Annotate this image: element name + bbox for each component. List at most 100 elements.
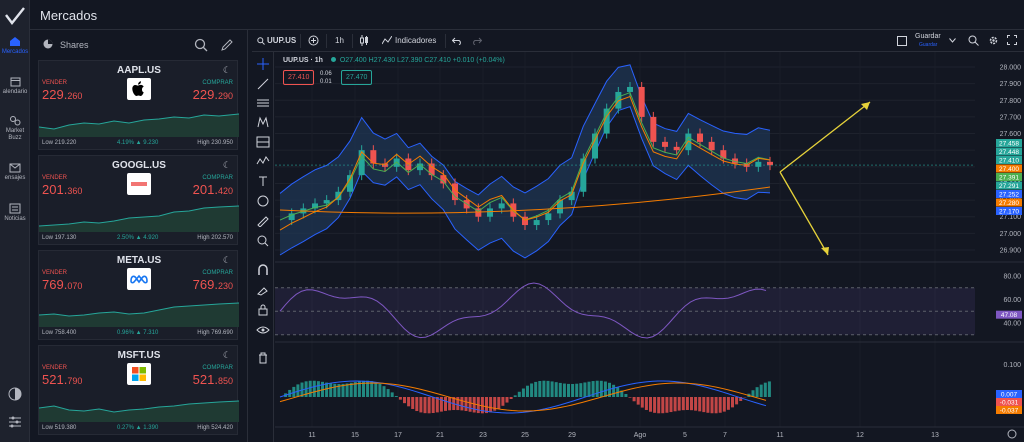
rail-item-mercados[interactable]: Mercados bbox=[0, 36, 30, 56]
macd-histogram-bar bbox=[308, 380, 312, 397]
interval-selector[interactable]: 1h bbox=[335, 36, 344, 45]
time-axis-label: 15 bbox=[351, 432, 359, 439]
buy-button[interactable]: 201.420 bbox=[192, 182, 233, 197]
undo-icon[interactable] bbox=[452, 37, 462, 45]
save-button[interactable]: Guardar bbox=[915, 33, 941, 40]
add-compare-icon[interactable] bbox=[308, 35, 319, 46]
sell-label: VENDER bbox=[42, 80, 68, 86]
edit-icon[interactable] bbox=[220, 38, 234, 52]
candle-body bbox=[603, 108, 610, 134]
trash-icon[interactable] bbox=[256, 352, 270, 364]
chevron-down-icon[interactable] bbox=[949, 38, 956, 43]
time-axis-label: 29 bbox=[568, 432, 576, 439]
instrument-card[interactable]: AAPL.US ☾ VENDER COMPRAR 229.260 229.290 Low 2… bbox=[38, 60, 239, 150]
price-badge-text: 27.252 bbox=[999, 192, 1019, 199]
indicators-icon[interactable] bbox=[382, 36, 392, 45]
horizontal-lines-icon[interactable] bbox=[256, 97, 270, 109]
pattern-icon[interactable] bbox=[256, 155, 270, 167]
macd-histogram-bar bbox=[464, 397, 468, 412]
low-value: Low 197.130 bbox=[42, 235, 77, 241]
sell-button[interactable]: 521.790 bbox=[42, 372, 83, 387]
candle-body bbox=[533, 220, 540, 226]
rsi-axis-label: 80.00 bbox=[1003, 274, 1021, 281]
rail-item-calendario[interactable]: alendario bbox=[0, 76, 30, 96]
search-icon[interactable] bbox=[194, 38, 208, 52]
time-axis-label: 25 bbox=[521, 432, 529, 439]
price-axis-label: 27.000 bbox=[1000, 231, 1022, 238]
rail-item-market-buzz[interactable]: Market Buzz bbox=[0, 115, 30, 142]
symbol-selector[interactable]: UUP.US bbox=[267, 36, 297, 45]
macd-histogram-bar bbox=[374, 382, 378, 397]
zoom-in-icon[interactable] bbox=[256, 235, 270, 247]
instrument-card[interactable]: GOOGL.US ☾ VENDER COMPRAR 201.360 201.420 Low … bbox=[38, 155, 239, 245]
candle-type-icon[interactable] bbox=[359, 35, 369, 46]
macd-histogram-bar bbox=[386, 389, 390, 397]
instrument-card[interactable]: MSFT.US ☾ VENDER COMPRAR 521.790 521.850 Low 5… bbox=[38, 345, 239, 435]
instrument-card[interactable]: META.US ☾ VENDER COMPRAR 769.070 769.230 Low 7… bbox=[38, 250, 239, 340]
macd-histogram-bar bbox=[571, 383, 575, 397]
buy-label: COMPRAR bbox=[202, 270, 233, 276]
sell-price-box[interactable]: 27.410 bbox=[283, 70, 315, 85]
settings-sliders-icon[interactable] bbox=[5, 414, 25, 430]
macd-histogram-bar bbox=[579, 383, 583, 397]
buy-button[interactable]: 229.290 bbox=[192, 87, 233, 102]
macd-signal-line bbox=[279, 382, 767, 412]
macd-histogram-bar bbox=[612, 384, 616, 397]
sell-button[interactable]: 769.070 bbox=[42, 277, 83, 292]
macd-histogram-bar bbox=[587, 381, 591, 397]
macd-histogram-bar bbox=[562, 383, 566, 397]
sell-button[interactable]: 229.260 bbox=[42, 87, 83, 102]
trend-line-icon[interactable] bbox=[256, 78, 270, 90]
sell-button[interactable]: 201.360 bbox=[42, 182, 83, 197]
macd-histogram-bar bbox=[759, 384, 763, 397]
buy-button[interactable]: 769.230 bbox=[192, 277, 233, 292]
macd-histogram-bar bbox=[480, 397, 484, 414]
macd-histogram-bar bbox=[419, 397, 423, 413]
candle-body bbox=[697, 133, 703, 142]
crosshair-icon[interactable] bbox=[256, 58, 270, 70]
price-chart[interactable]: 28.00027.90027.80027.70027.60027.50027.4… bbox=[275, 52, 1024, 442]
macd-histogram-bar bbox=[403, 397, 406, 404]
ma-slow bbox=[279, 95, 771, 231]
pitchfork-icon[interactable] bbox=[256, 116, 270, 128]
time-axis-label: 11 bbox=[776, 432, 783, 439]
chart-canvas[interactable]: 28.00027.90027.80027.70027.60027.50027.4… bbox=[275, 52, 1024, 442]
gear-icon[interactable] bbox=[988, 35, 999, 46]
page-title: Mercados bbox=[40, 8, 98, 23]
rail-item-mensajes[interactable]: ensajes bbox=[0, 163, 30, 182]
redo-icon[interactable] bbox=[472, 37, 482, 45]
macd-histogram-bar bbox=[583, 382, 587, 397]
candle-body bbox=[288, 213, 295, 221]
layout-icon[interactable] bbox=[897, 36, 907, 46]
high-value: High 769.690 bbox=[197, 330, 233, 336]
macd-histogram-bar bbox=[407, 397, 411, 407]
quick-search-icon[interactable] bbox=[968, 35, 979, 46]
magnet-icon[interactable] bbox=[256, 264, 270, 276]
emoji-icon[interactable] bbox=[256, 195, 270, 207]
lock-icon[interactable] bbox=[256, 304, 270, 316]
macd-histogram-bar bbox=[517, 391, 521, 397]
lock-drawings-icon[interactable] bbox=[256, 284, 270, 296]
macd-histogram-bar bbox=[718, 397, 722, 413]
price-badge-text: 27.391 bbox=[999, 175, 1019, 182]
rail-item-noticias[interactable]: Noticias bbox=[0, 203, 30, 223]
theme-toggle-icon[interactable] bbox=[5, 386, 25, 402]
market-open-dot bbox=[330, 57, 336, 62]
macd-badge-text: -0.037 bbox=[1000, 408, 1019, 415]
candle-body bbox=[498, 203, 505, 209]
macd-histogram-bar bbox=[685, 397, 689, 411]
fullscreen-icon[interactable] bbox=[1007, 35, 1017, 45]
ruler-icon[interactable] bbox=[256, 215, 270, 227]
buy-price-box[interactable]: 27.470 bbox=[341, 70, 373, 85]
fib-icon[interactable] bbox=[256, 136, 270, 148]
macd-histogram-bar bbox=[489, 397, 493, 413]
indicators-button[interactable]: Indicadores bbox=[395, 36, 437, 45]
markets-panel: Shares AAPL.US ☾ VENDER COMPRAR 229.260 229.2… bbox=[30, 30, 248, 442]
price-badge bbox=[996, 139, 1022, 147]
text-tool-icon[interactable] bbox=[256, 175, 270, 187]
eye-icon[interactable] bbox=[256, 324, 270, 336]
buy-button[interactable]: 521.850 bbox=[192, 372, 233, 387]
macd-histogram-bar bbox=[513, 395, 517, 397]
macd-histogram-bar bbox=[706, 397, 710, 413]
search-icon[interactable] bbox=[257, 37, 265, 45]
